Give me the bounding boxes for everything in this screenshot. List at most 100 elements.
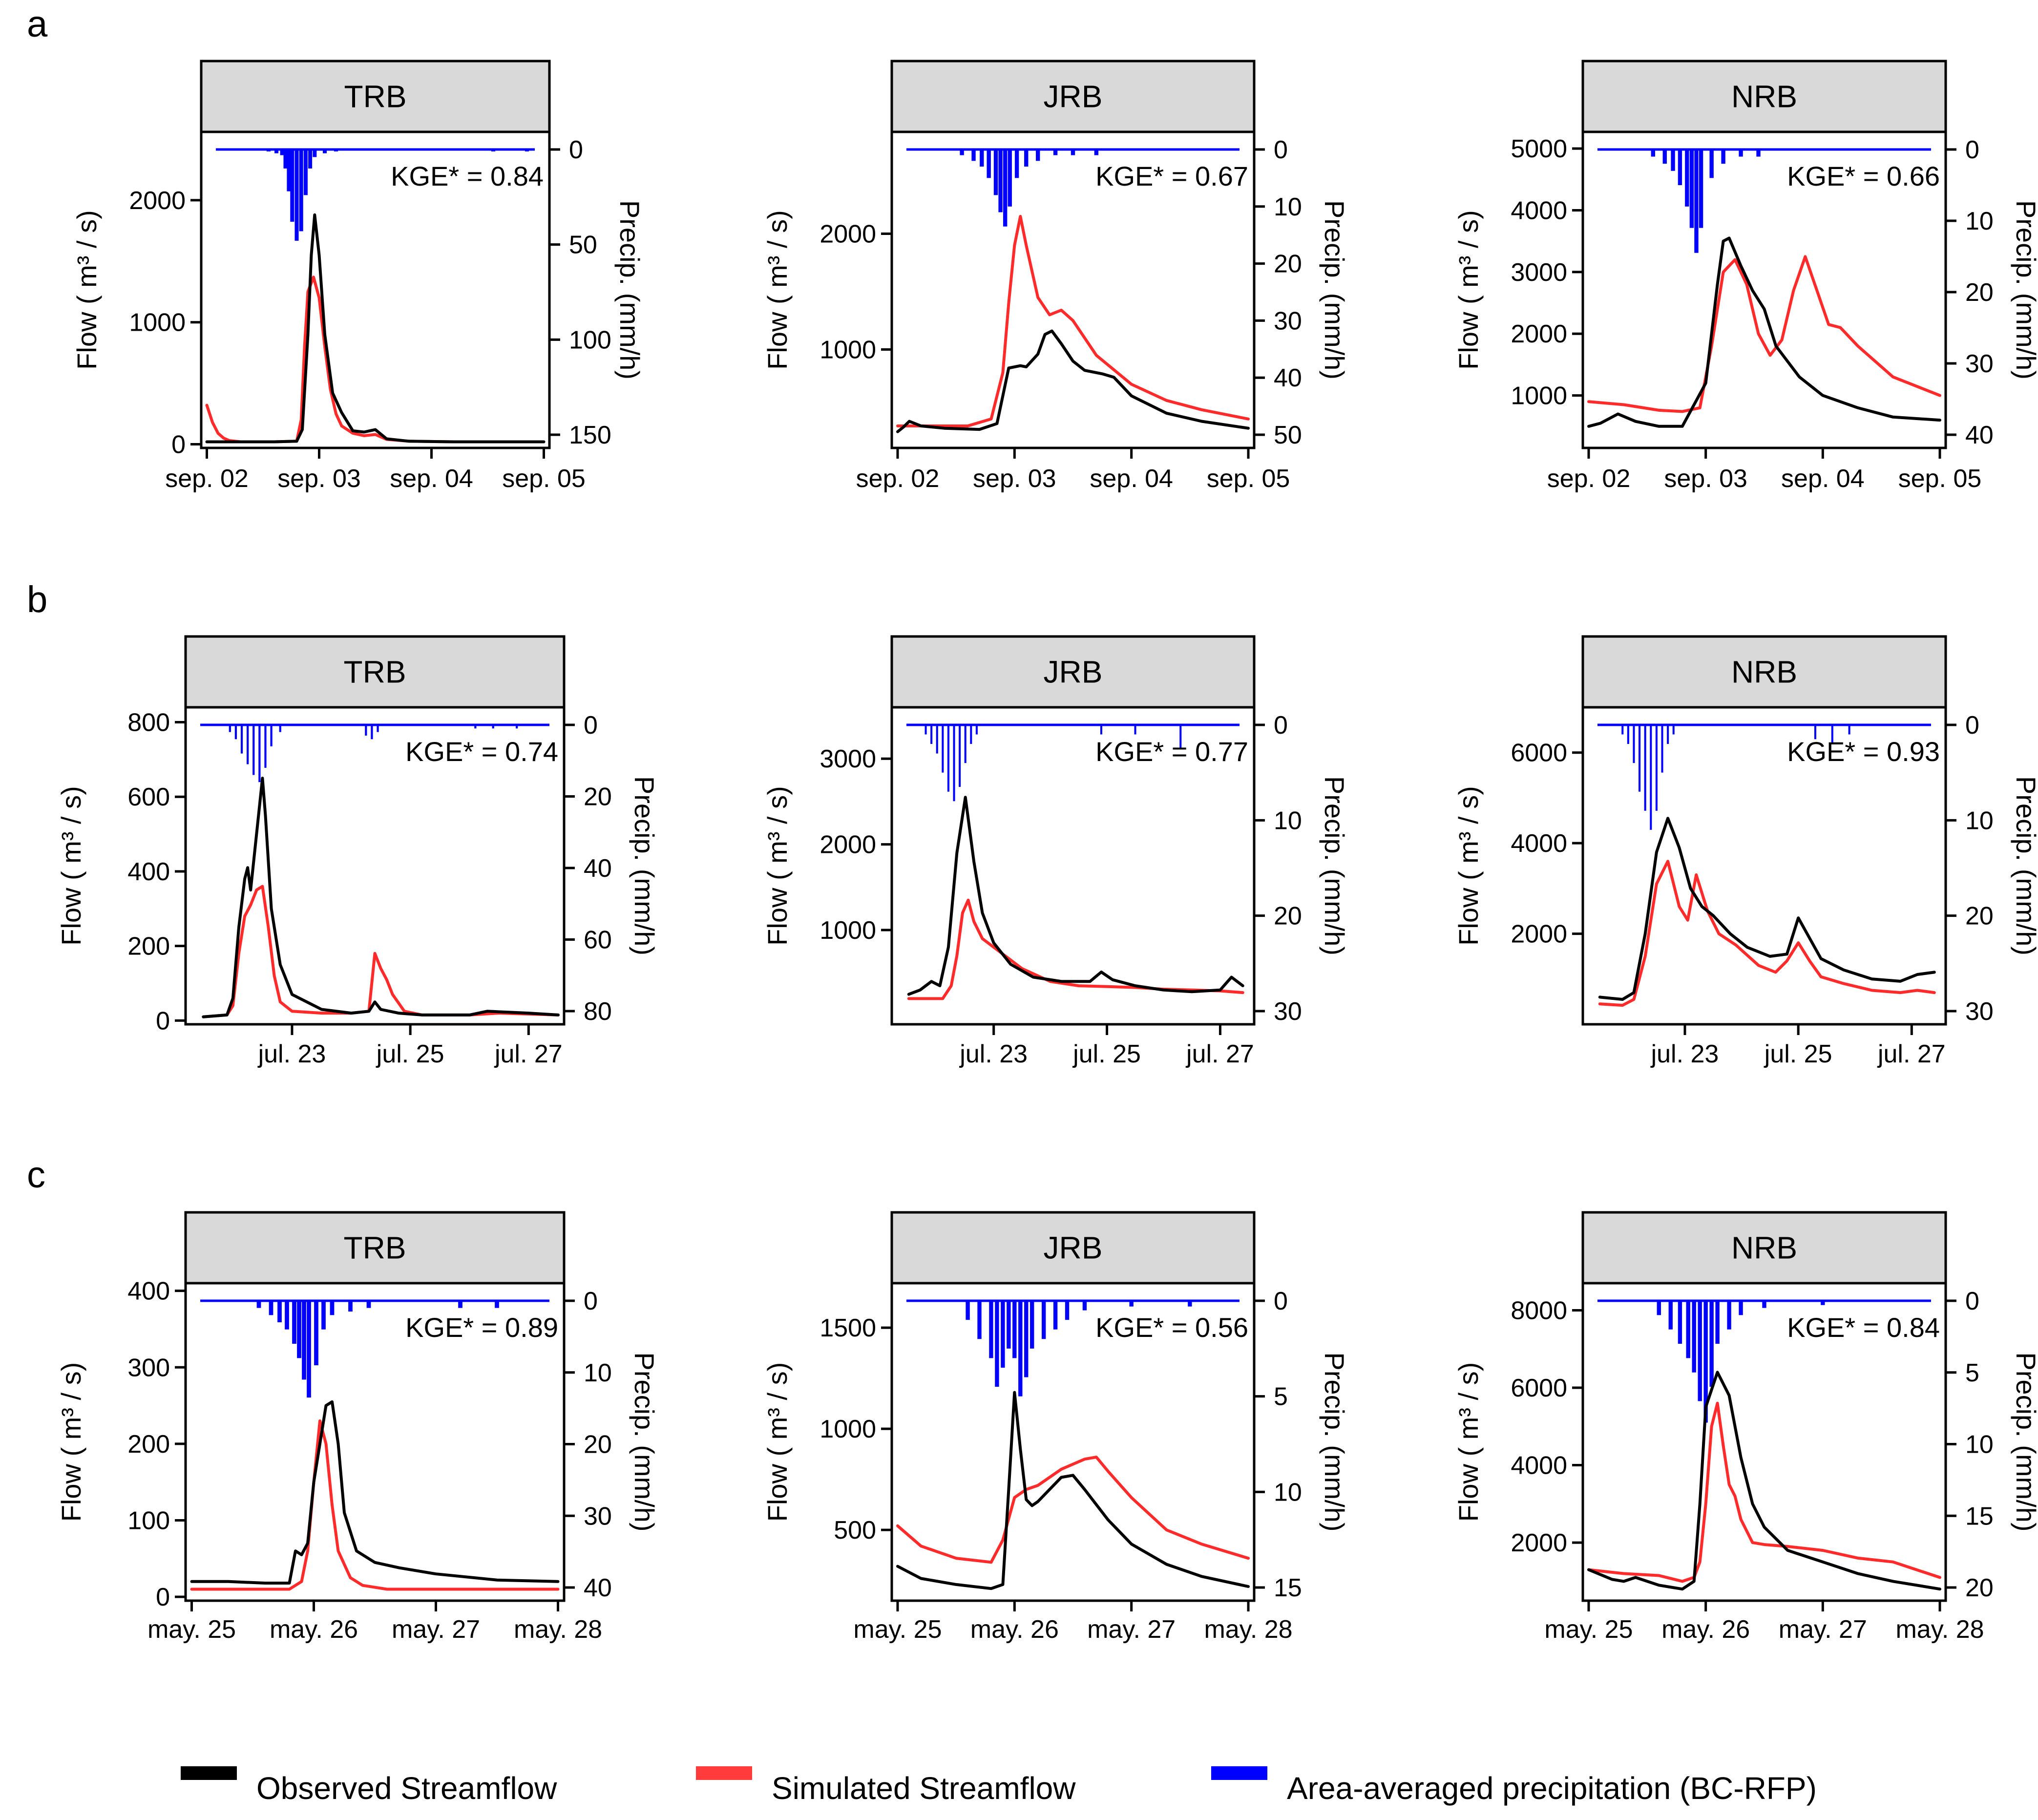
x-tick-label: sep. 04 <box>1090 465 1173 493</box>
legend-item: Area-averaged precipitation (BC-RFP) <box>1211 1766 1817 1806</box>
precip-bar <box>366 1301 371 1308</box>
precip-bar <box>269 1301 273 1315</box>
facet-strip <box>1581 60 1947 133</box>
precip-bar <box>959 725 961 787</box>
precip-bar <box>294 149 299 241</box>
y-axis-title: Flow ( m³ / s) <box>56 1362 86 1522</box>
y2-tick-label: 15 <box>1274 1574 1302 1602</box>
legend-label: Simulated Streamflow <box>772 1771 1076 1806</box>
precip-bar <box>321 1301 326 1330</box>
y2-tick-label: 5 <box>1274 1383 1288 1411</box>
y-tick-label: 3000 <box>1511 258 1567 287</box>
facet-title: JRB <box>1044 79 1103 114</box>
x-tick-label: jul. 25 <box>376 1040 444 1068</box>
precip-bar <box>234 725 237 740</box>
x-tick-label: may. 27 <box>1087 1615 1176 1644</box>
y-tick-label: 4000 <box>1511 196 1567 225</box>
observed-streamflow-line <box>1587 236 1941 428</box>
precip-bar <box>1024 149 1029 167</box>
precip-bar <box>308 149 313 169</box>
y2-tick-label: 0 <box>584 1287 598 1315</box>
y2-tick-label: 0 <box>1274 136 1288 164</box>
y2-axis-title: Precip. (mm/h) <box>2011 1352 2038 1531</box>
y2-tick-label: 0 <box>1274 711 1288 740</box>
y-tick-label: 2000 <box>1511 320 1567 348</box>
y-tick-label: 300 <box>127 1354 170 1382</box>
precip-bar <box>1662 149 1667 164</box>
y2-tick-label: 0 <box>1965 1287 1979 1315</box>
plot-area <box>200 130 551 449</box>
precip-bar <box>1694 149 1699 253</box>
y-tick-label: 5000 <box>1511 135 1567 163</box>
simulated-streamflow-line <box>907 898 1244 1000</box>
observed-streamflow-line <box>205 213 546 444</box>
y2-tick-label: 60 <box>584 926 612 954</box>
precip-bar <box>1756 149 1761 157</box>
precip-bar <box>247 725 249 764</box>
kge-label: KGE* = 0.93 <box>1787 736 1940 767</box>
chart-c-jrb: JRB 500 1000 1500 0 5 10 15 may. 25 may. 26 may. 2… <box>762 1211 1350 1644</box>
y2-tick-label: 30 <box>1274 997 1302 1026</box>
facet-strip <box>890 60 1256 133</box>
precip-bar <box>1831 725 1833 744</box>
precip-bar <box>1721 149 1725 164</box>
y-tick-label: 200 <box>127 1430 170 1459</box>
precip-bar <box>264 725 267 768</box>
y2-tick-label: 20 <box>1274 250 1302 278</box>
x-tick-label: jul. 27 <box>1185 1040 1254 1068</box>
precip-bar <box>1014 149 1019 178</box>
plot-area <box>1581 1282 1947 1602</box>
y2-tick-label: 0 <box>1965 711 1979 740</box>
facet-title: NRB <box>1731 1230 1797 1266</box>
kge-label: KGE* = 0.66 <box>1787 161 1940 191</box>
x-tick-label: jul. 23 <box>1650 1040 1719 1068</box>
precip-bar <box>1762 1301 1766 1308</box>
legend-label: Observed Streamflow <box>256 1771 557 1806</box>
x-tick-label: sep. 04 <box>1781 465 1865 493</box>
y2-tick-label: 40 <box>1965 421 1994 449</box>
x-tick-label: jul. 25 <box>1072 1040 1141 1068</box>
x-tick-label: may. 27 <box>1779 1615 1867 1644</box>
y2-tick-label: 150 <box>569 421 611 449</box>
precip-bar <box>283 149 288 169</box>
x-tick-label: jul. 23 <box>959 1040 1028 1068</box>
precip-bar <box>970 725 972 744</box>
precip-bar <box>1821 1301 1825 1305</box>
precip-bar <box>285 1301 289 1330</box>
x-tick-label: sep. 03 <box>973 465 1056 493</box>
y2-axis-title: Precip. (mm/h) <box>2011 200 2038 380</box>
y2-axis-title: Precip. (mm/h) <box>629 1352 660 1531</box>
observed-streamflow-line <box>907 796 1244 996</box>
panel-label-c: c <box>27 1154 45 1196</box>
x-tick-label: may. 26 <box>270 1615 358 1644</box>
y-tick-label: 2000 <box>129 187 186 215</box>
precip-series <box>1597 1299 1931 1423</box>
x-tick-label: jul. 27 <box>494 1040 563 1068</box>
y-axis-title: Flow ( m³ / s) <box>1453 1362 1484 1522</box>
y-tick-label: 2000 <box>1511 920 1567 949</box>
facet-title: NRB <box>1731 655 1797 690</box>
observed-streamflow-line <box>1598 817 1936 1001</box>
precip-bar <box>1699 149 1703 228</box>
precip-series <box>1597 148 1931 253</box>
precip-bar <box>1709 149 1714 178</box>
precip-bar <box>1651 149 1656 157</box>
y-tick-label: 8000 <box>1511 1296 1567 1325</box>
precip-bar <box>495 1301 499 1308</box>
precip-bar <box>229 725 231 732</box>
precip-bar <box>1667 725 1669 744</box>
x-tick-label: may. 26 <box>970 1615 1059 1644</box>
y2-tick-label: 40 <box>584 1574 612 1602</box>
precip-bar <box>1692 1301 1696 1373</box>
precip-bar <box>292 1301 296 1344</box>
chart-a-nrb: NRB 1000 2000 3000 4000 5000 0 10 20 30 40 sep. 02 s… <box>1453 60 2038 493</box>
facet-title: NRB <box>1731 79 1797 114</box>
legend-swatch <box>181 1766 237 1780</box>
y2-tick-label: 80 <box>584 997 612 1026</box>
simulated-streamflow-line <box>205 275 546 444</box>
precip-bar <box>1627 725 1629 744</box>
chart-a-trb: TRB 0 1000 2000 0 50 100 150 sep. 02 sep. 03 sep. … <box>71 60 645 493</box>
precip-bar <box>290 149 294 222</box>
chart-a-jrb: JRB 1000 2000 0 10 20 30 40 50 sep. 02 sep. 03 sep.… <box>762 60 1350 493</box>
precip-bar <box>1655 725 1658 811</box>
